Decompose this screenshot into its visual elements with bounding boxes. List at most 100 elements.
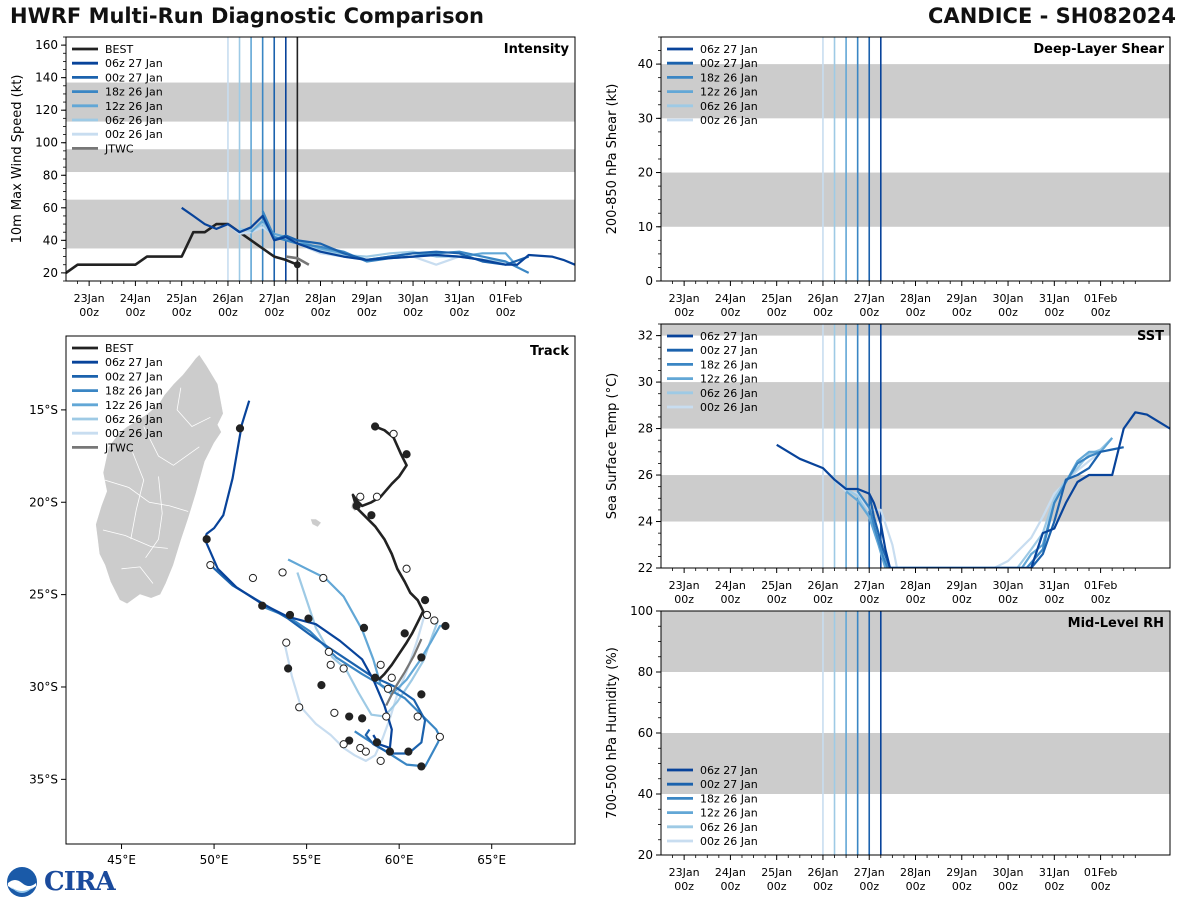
track-marker-00z-27-jan	[345, 712, 354, 721]
shear-legend-label-06z-26-jan: 06z 26 Jan	[700, 100, 758, 113]
shear-xtick-label: 25Jan	[761, 292, 792, 305]
track-frame	[65, 335, 576, 845]
sst-xtick-sub: 00z	[906, 593, 926, 606]
shear-xtick-label: 31Jan	[1039, 292, 1070, 305]
track-marker-00z-26-jan	[382, 712, 391, 721]
track-marker-06z-27-jan	[359, 623, 369, 632]
track-marker-06z-27-jan	[371, 673, 380, 682]
rh-ytick-label: 60	[638, 726, 653, 740]
intensity-xtick-label: 29Jan	[351, 292, 382, 305]
track-marker-best	[367, 511, 376, 520]
intensity-xtick-sub: 00z	[311, 306, 331, 319]
shear-ylabel: 200-850 hPa Shear (kt)	[605, 84, 620, 235]
shear-ytick-label: 0	[645, 274, 653, 288]
sst-xtick-label: 25Jan	[761, 579, 792, 592]
track-marker-06z-26-jan	[326, 660, 335, 669]
intensity-ytick-label: 140	[35, 71, 58, 85]
land-reunion	[309, 518, 322, 528]
track-marker-12z-26-jan	[441, 621, 450, 631]
intensity-ytick-label: 40	[43, 233, 58, 247]
track-marker-18z-26-jan	[435, 732, 444, 741]
sst-xtick-label: 31Jan	[1039, 579, 1070, 592]
track-marker-00z-26-jan	[330, 708, 339, 717]
rh-panel: 2040608010023Jan00z24Jan00z25Jan00z26Jan…	[605, 604, 1171, 893]
shear-xtick-sub: 00z	[767, 306, 787, 319]
shear-xtick-sub: 00z	[1044, 306, 1064, 319]
track-marker-06z-27-jan	[372, 738, 382, 747]
shear-xtick-label: 30Jan	[993, 292, 1024, 305]
rh-xtick-label: 28Jan	[900, 866, 931, 879]
intensity-ytick-label: 120	[35, 103, 58, 117]
rh-xtick-label: 01Feb	[1084, 866, 1117, 879]
intensity-xtick-label: 26Jan	[212, 292, 243, 305]
sst-series-00z-27-jan	[868, 446, 1124, 568]
track-marker-00z-26-jan	[356, 743, 365, 753]
track-marker-00z-26-jan	[422, 610, 432, 620]
shear-xtick-label: 24Jan	[715, 292, 746, 305]
sst-xtick-label: 30Jan	[993, 579, 1024, 592]
track-marker-00z-26-jan	[282, 638, 291, 647]
shear-band-0	[661, 172, 1170, 227]
shear-legend-label-00z-27-jan: 00z 27 Jan	[700, 57, 758, 70]
sst-ytick-label: 32	[638, 329, 653, 343]
track-ytick-label: 30°S	[29, 680, 58, 694]
rh-xtick-sub: 00z	[721, 880, 741, 893]
intensity-xtick-sub: 00z	[496, 306, 516, 319]
sst-xtick-sub: 00z	[767, 593, 787, 606]
intensity-xtick-label: 28Jan	[305, 292, 336, 305]
sst-xtick-label: 23Jan	[669, 579, 700, 592]
shear-xtick-label: 28Jan	[900, 292, 931, 305]
track-marker-06z-27-jan	[202, 535, 211, 544]
track-marker-06z-27-jan	[235, 424, 245, 433]
sst-xtick-sub: 00z	[998, 593, 1018, 606]
track-marker-18z-26-jan	[284, 664, 293, 673]
track-legend-label-12z-26-jan: 12z 26 Jan	[105, 399, 163, 412]
shear-xtick-sub: 00z	[952, 306, 972, 319]
rh-xtick-sub: 00z	[1091, 880, 1111, 893]
rh-xtick-label: 25Jan	[761, 866, 792, 879]
track-legend-label-06z-26-jan: 06z 26 Jan	[105, 413, 163, 426]
track-marker-best	[400, 629, 409, 638]
track-marker-00z-26-jan	[376, 756, 385, 765]
land-border-6	[145, 476, 163, 558]
intensity-legend-label-18z-26-jan: 18z 26 Jan	[105, 86, 163, 99]
track-panel-title: Track	[530, 344, 569, 359]
shear-xtick-sub: 00z	[1091, 306, 1111, 319]
track-marker-best	[356, 492, 365, 501]
track-marker-18z-26-jan	[345, 736, 354, 745]
intensity-legend-label-best: BEST	[105, 43, 133, 56]
intensity-xtick-label: 01Feb	[489, 292, 522, 305]
shear-xtick-sub: 00z	[721, 306, 741, 319]
track-panel: 45°E 50°E 55°E 60°E 65°E 15°S 20°S 25°S 30°S 35°S…	[29, 335, 576, 867]
land-border-0	[143, 426, 200, 466]
sst-xtick-label: 26Jan	[807, 579, 838, 592]
rh-xtick-label: 24Jan	[715, 866, 746, 879]
intensity-ytick-label: 60	[43, 201, 58, 215]
sst-legend-label-18z-26-jan: 18z 26 Jan	[700, 358, 758, 371]
storm-title: CANDICE - SH082024	[928, 4, 1176, 28]
sst-xtick-label: 29Jan	[946, 579, 977, 592]
track-marker-00z-26-jan	[361, 747, 370, 756]
sst-ytick-label: 28	[638, 422, 653, 436]
sst-xtick-label: 28Jan	[900, 579, 931, 592]
shear-xtick-label: 29Jan	[946, 292, 977, 305]
shear-xtick-label: 26Jan	[807, 292, 838, 305]
track-marker-best	[352, 501, 361, 511]
track-ytick-label: 25°S	[29, 588, 58, 602]
intensity-band-1	[66, 149, 575, 173]
track-marker-18z-26-jan	[417, 762, 426, 771]
sst-legend-label-06z-27-jan: 06z 27 Jan	[700, 330, 758, 343]
shear-xtick-sub: 00z	[813, 306, 833, 319]
track-marker-06z-26-jan	[324, 647, 333, 656]
rh-xtick-sub: 00z	[813, 880, 833, 893]
shear-ytick-label: 40	[638, 57, 653, 71]
intensity-series-00z-27-jan	[273, 234, 530, 266]
sst-xtick-label: 24Jan	[715, 579, 746, 592]
rh-xtick-label: 23Jan	[669, 866, 700, 879]
track-marker-00z-26-jan	[295, 703, 304, 712]
track-jtwc	[385, 638, 423, 706]
intensity-ytick-label: 160	[35, 38, 58, 52]
sst-xtick-sub: 00z	[859, 593, 879, 606]
